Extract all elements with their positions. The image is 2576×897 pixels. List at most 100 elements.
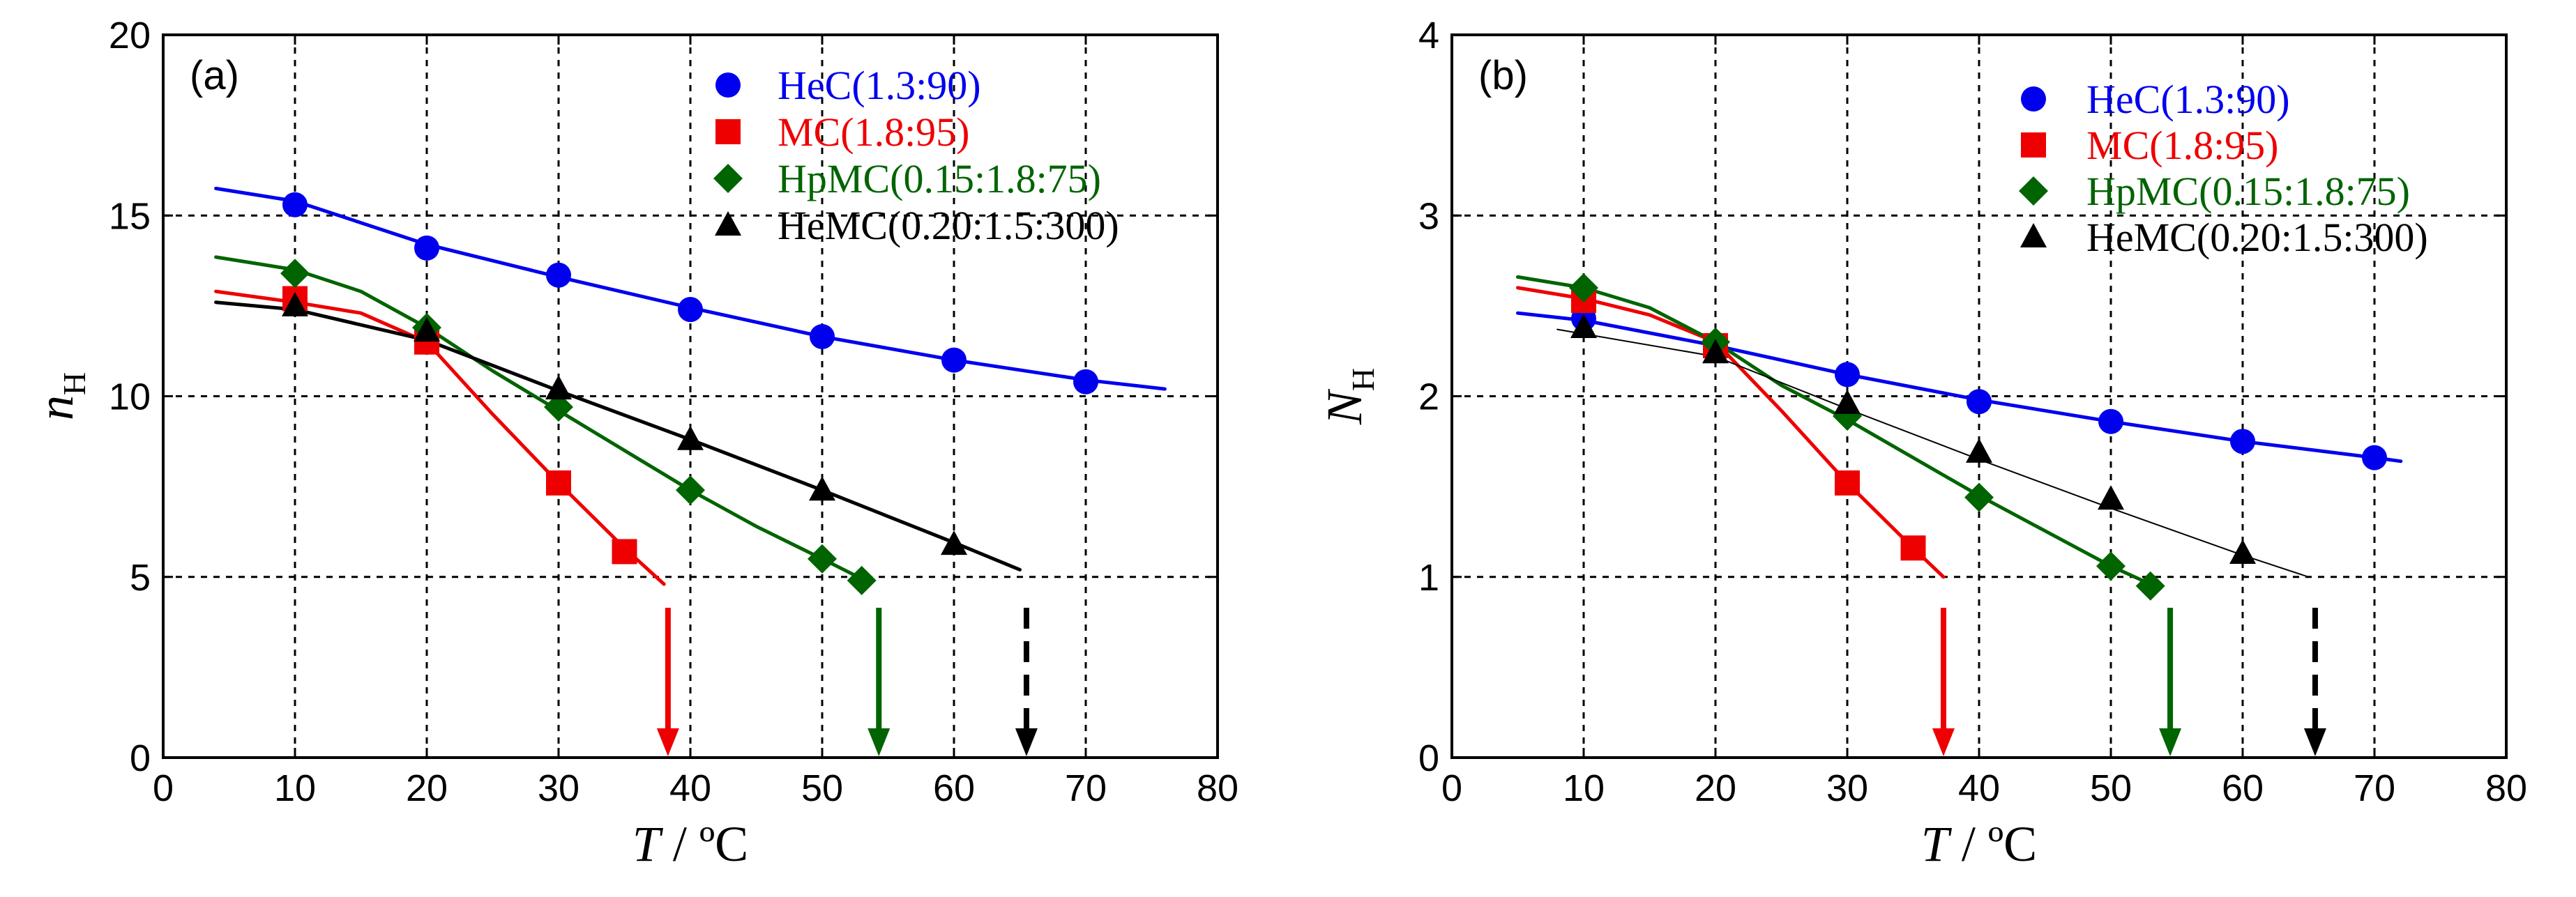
- transition-arrow-head: [2303, 728, 2326, 756]
- transition-arrow-head: [867, 728, 891, 756]
- data-point: [545, 375, 572, 400]
- data-point: [2135, 571, 2165, 601]
- y-axis-label: nH: [28, 372, 92, 420]
- y-tick-label: 5: [130, 557, 151, 599]
- data-point: [544, 392, 573, 422]
- x-axis-unit: / ºC: [1949, 816, 2037, 872]
- legend-entry: HeC(1.3:90): [778, 63, 981, 108]
- x-tick-label: 50: [801, 767, 843, 809]
- legend-entry: HeC(1.3:90): [2086, 77, 2290, 122]
- legend-marker: [2021, 132, 2046, 158]
- y-axis-variable: N: [1317, 388, 1372, 425]
- data-point: [810, 323, 835, 349]
- data-point: [282, 291, 308, 316]
- x-axis-variable: T: [632, 816, 664, 872]
- legend-marker: [715, 211, 741, 236]
- data-point: [1834, 389, 1861, 414]
- x-axis-variable: T: [1921, 816, 1953, 872]
- series-line: [1516, 275, 2153, 586]
- data-point: [1900, 535, 1926, 561]
- data-point: [1835, 470, 1860, 496]
- data-point: [280, 259, 310, 289]
- x-axis-unit: / ºC: [660, 816, 748, 872]
- data-point: [2230, 429, 2255, 454]
- y-tick-label: 15: [109, 195, 151, 237]
- data-point: [1570, 313, 1597, 338]
- x-tick-label: 30: [538, 767, 579, 809]
- x-tick-label: 70: [1065, 767, 1107, 809]
- data-point: [2096, 551, 2126, 581]
- data-point: [941, 530, 967, 555]
- data-point: [677, 425, 704, 450]
- legend: HeC(1.3:90)MC(1.8:95)HpMC(0.15:1.8:75)He…: [713, 63, 1119, 248]
- legend-marker: [2021, 86, 2046, 112]
- data-point: [678, 297, 703, 323]
- data-point: [546, 262, 571, 288]
- transition-arrow-head: [1015, 728, 1038, 756]
- x-tick-label: 70: [2354, 767, 2395, 809]
- x-tick-label: 60: [2222, 767, 2264, 809]
- data-point: [2098, 408, 2123, 434]
- panel-a: 0 10 20 30 40 50 60 70 80 0 5 10 15 20 (a) HeC(1.3:90)M…: [28, 15, 1238, 872]
- x-tick-label: 20: [406, 767, 448, 809]
- x-axis-label: T / ºC: [1921, 816, 2037, 872]
- x-tick-label: 40: [1958, 767, 2000, 809]
- x-tick-label: 20: [1695, 767, 1736, 809]
- data-point: [2362, 445, 2387, 470]
- y-axis-variable: n: [28, 395, 84, 420]
- x-tick-label: 60: [933, 767, 975, 809]
- panel-label: (a): [190, 53, 239, 98]
- x-tick-label: 0: [1441, 767, 1462, 809]
- data-point: [2229, 539, 2256, 565]
- y-axis-subscript: H: [56, 372, 92, 395]
- transition-arrow-head: [656, 728, 679, 756]
- data-point: [1966, 438, 1992, 463]
- x-tick-label: 50: [2090, 767, 2132, 809]
- legend-entry: HeMC(0.20:1.5:300): [778, 203, 1119, 248]
- data-point: [1964, 482, 1994, 512]
- y-axis-label: NH: [1317, 368, 1381, 425]
- series-line: [214, 300, 1022, 572]
- legend-marker: [715, 119, 741, 144]
- data-point: [1073, 369, 1098, 394]
- y-tick-label: 0: [1418, 737, 1439, 779]
- legend-entry: HpMC(0.15:1.8:75): [2086, 169, 2410, 214]
- legend-entry: HpMC(0.15:1.8:75): [778, 156, 1101, 201]
- x-tick-label: 80: [1197, 767, 1238, 809]
- y-tick-label: 2: [1418, 376, 1439, 418]
- legend-entry: MC(1.8:95): [2086, 123, 2279, 168]
- legend-marker: [715, 72, 741, 98]
- x-axis-label: T / ºC: [632, 816, 748, 872]
- legend-marker: [2020, 223, 2047, 247]
- data-point: [414, 235, 439, 261]
- data-point: [1835, 362, 1860, 388]
- y-tick-label: 10: [109, 376, 151, 418]
- x-tick-label: 0: [153, 767, 174, 809]
- y-tick-label: 1: [1418, 557, 1439, 599]
- x-tick-label: 10: [274, 767, 316, 809]
- transition-arrow-head: [1932, 728, 1955, 756]
- data-point: [1569, 273, 1598, 302]
- data-point: [847, 565, 877, 595]
- legend-entry: MC(1.8:95): [778, 109, 970, 155]
- panel-label: (b): [1478, 53, 1528, 98]
- y-tick-label: 0: [130, 737, 151, 779]
- legend: HeC(1.3:90)MC(1.8:95)HpMC(0.15:1.8:75)He…: [2019, 77, 2428, 260]
- data-point: [808, 544, 837, 574]
- data-point: [1702, 339, 1729, 364]
- x-tick-label: 40: [669, 767, 711, 809]
- y-tick-label: 4: [1418, 15, 1439, 56]
- data-point: [676, 475, 705, 505]
- transition-arrow-head: [2159, 728, 2182, 756]
- data-point: [282, 192, 308, 217]
- legend-entry: HeMC(0.20:1.5:300): [2086, 215, 2428, 260]
- series-line: [1556, 328, 2310, 578]
- data-point: [612, 539, 637, 565]
- data-point: [2098, 485, 2124, 510]
- legend-marker: [713, 164, 743, 193]
- panel-b: 0 10 20 30 40 50 60 70 80 0 1 2 3 4 (b) HeC(1.3:90)MC(1…: [1317, 15, 2527, 872]
- data-point: [546, 470, 571, 496]
- x-tick-label: 80: [2485, 767, 2527, 809]
- data-point: [941, 347, 967, 373]
